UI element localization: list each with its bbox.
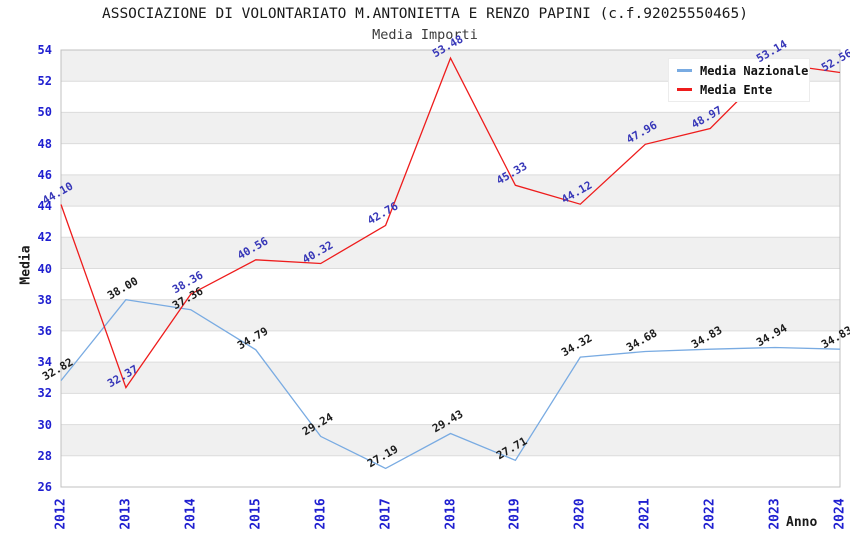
x-tick-label: 2014 bbox=[183, 498, 199, 530]
x-tick-label: 2013 bbox=[118, 498, 134, 530]
x-tick-label: 2015 bbox=[248, 498, 264, 530]
legend-label: Media Ente bbox=[700, 82, 773, 97]
legend-swatch-media-ente-icon bbox=[677, 88, 692, 91]
y-tick-label: 36 bbox=[37, 323, 52, 338]
y-tick-label: 42 bbox=[37, 230, 52, 245]
plot-band bbox=[61, 299, 840, 331]
legend-item-media-ente: Media Ente bbox=[677, 83, 809, 97]
y-axis-title: Media bbox=[18, 245, 34, 285]
plot-band bbox=[61, 424, 840, 456]
legend-label: Media Nazionale bbox=[700, 63, 809, 78]
x-tick-label: 2023 bbox=[767, 498, 783, 530]
series-line-media-nazionale bbox=[60, 299, 841, 470]
y-tick-label: 40 bbox=[37, 261, 52, 276]
plot-border bbox=[60, 49, 841, 488]
legend-swatch-media-nazionale-icon bbox=[677, 69, 692, 72]
series-line-media-ente bbox=[60, 56, 841, 390]
legend-item-media-nazionale: Media Nazionale bbox=[677, 64, 809, 78]
y-tick-label: 34 bbox=[37, 355, 52, 370]
x-tick-label: 2012 bbox=[53, 498, 69, 530]
chart-title: ASSOCIAZIONE DI VOLONTARIATO M.ANTONIETT… bbox=[101, 6, 748, 22]
x-axis-title: Anno bbox=[786, 515, 818, 530]
plot-band bbox=[61, 112, 840, 144]
chart-subtitle: Media Importi bbox=[372, 27, 478, 43]
y-tick-label: 30 bbox=[37, 417, 52, 432]
y-tick-label: 32 bbox=[37, 386, 52, 401]
plot-band bbox=[61, 362, 840, 394]
x-tick-label: 2020 bbox=[572, 498, 588, 530]
y-tick-label: 48 bbox=[37, 136, 52, 151]
y-tick-label: 52 bbox=[37, 74, 52, 89]
x-tick-label: 2021 bbox=[637, 498, 653, 530]
x-tick-label: 2024 bbox=[832, 498, 848, 530]
x-tick-label: 2017 bbox=[378, 498, 394, 530]
x-tick-label: 2019 bbox=[507, 498, 523, 530]
y-tick-label: 44 bbox=[37, 199, 52, 214]
y-tick-label: 50 bbox=[37, 105, 52, 120]
x-tick-label: 2018 bbox=[443, 498, 458, 530]
y-tick-label: 46 bbox=[37, 167, 52, 182]
y-tick-label: 54 bbox=[37, 43, 52, 57]
plot-band bbox=[61, 174, 840, 207]
y-tick-label: 28 bbox=[37, 448, 52, 463]
plot-band bbox=[61, 237, 840, 269]
x-tick-label: 2016 bbox=[313, 498, 329, 530]
legend: Media Nazionale Media Ente bbox=[668, 58, 810, 102]
y-tick-label: 26 bbox=[37, 480, 52, 494]
y-tick-label: 38 bbox=[37, 292, 52, 307]
x-tick-label: 2022 bbox=[702, 498, 718, 530]
